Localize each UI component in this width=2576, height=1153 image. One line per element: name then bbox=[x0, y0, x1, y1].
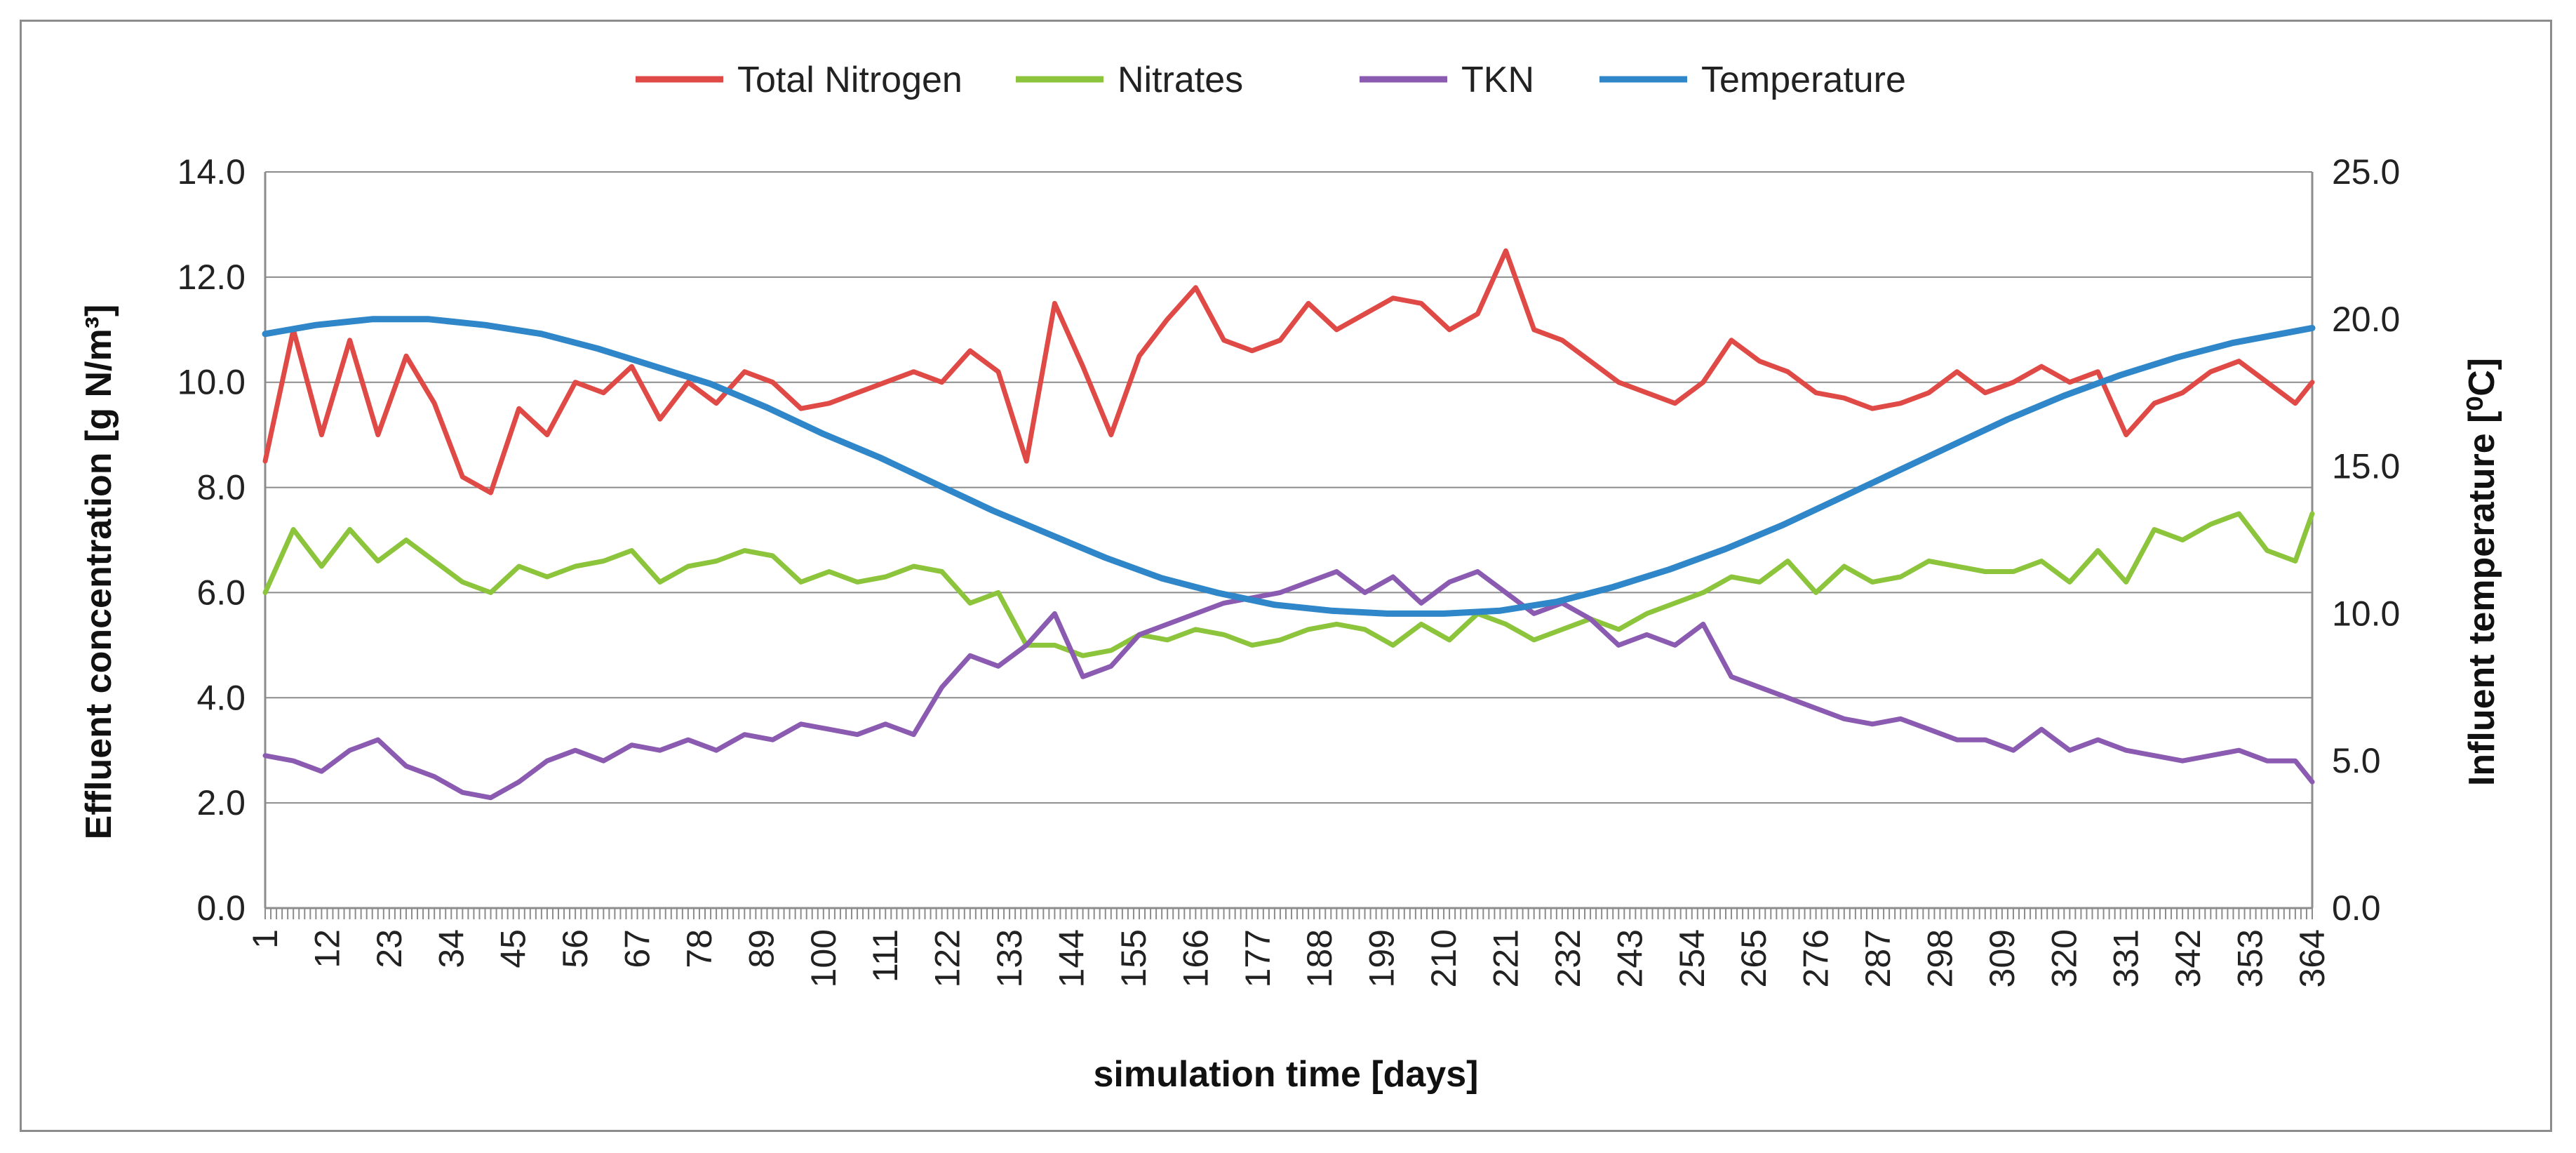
y-left-tick-label: 12.0 bbox=[177, 258, 246, 297]
series-line-total-nitrogen bbox=[262, 248, 2315, 495]
x-axis-title: simulation time [days] bbox=[1094, 1054, 1479, 1095]
y-right-tick-label: 0.0 bbox=[2332, 888, 2381, 928]
x-tick-label: 89 bbox=[742, 929, 781, 968]
series-line-nitrates bbox=[262, 511, 2315, 658]
x-tick-label: 122 bbox=[928, 929, 967, 987]
x-tick-label: 342 bbox=[2168, 929, 2208, 987]
x-tick-label: 364 bbox=[2293, 929, 2332, 987]
x-tick-label: 67 bbox=[618, 929, 657, 968]
legend-label-nitrates: Nitrates bbox=[1118, 60, 1243, 100]
grid-lines bbox=[265, 171, 2312, 804]
legend-label-total-nitrogen: Total Nitrogen bbox=[737, 60, 962, 100]
x-tick-label: 144 bbox=[1052, 929, 1092, 987]
series-line-temperature bbox=[262, 316, 2316, 617]
y-left-tick-label: 14.0 bbox=[177, 152, 246, 192]
y-axis-left-ticks: 0.0 2.0 4.0 6.0 8.0 10.0 12.0 14.0 bbox=[177, 152, 246, 928]
y-left-tick-label: 4.0 bbox=[196, 678, 246, 717]
x-tick-label: 309 bbox=[1983, 929, 2022, 987]
x-tick-label: 23 bbox=[370, 929, 409, 968]
x-tick-label: 133 bbox=[990, 929, 1029, 987]
x-tick-label: 320 bbox=[2044, 929, 2084, 987]
x-tick-label: 155 bbox=[1114, 929, 1153, 987]
x-tick-label: 1 bbox=[246, 929, 285, 949]
y-axis-right-ticks: 0.0 5.0 10.0 15.0 20.0 25.0 bbox=[2332, 152, 2400, 928]
y-axis-right-title: Influent temperature [⁰C] bbox=[2462, 358, 2502, 786]
x-tick-label: 34 bbox=[431, 929, 471, 968]
x-tick-label: 166 bbox=[1176, 929, 1215, 987]
x-tick-label: 78 bbox=[680, 929, 719, 968]
x-tick-label: 45 bbox=[494, 929, 533, 968]
y-left-tick-label: 6.0 bbox=[196, 573, 246, 612]
legend-label-temperature: Temperature bbox=[1701, 60, 1906, 100]
y-right-tick-label: 20.0 bbox=[2332, 300, 2400, 339]
legend-label-tkn: TKN bbox=[1461, 60, 1534, 100]
x-tick-label: 111 bbox=[866, 929, 905, 982]
x-tick-label: 265 bbox=[1734, 929, 1773, 987]
x-axis-ticks: 1 12 23 34 45 56 67 78 89 100 111 122 133 144 155 166 17… bbox=[246, 908, 2332, 987]
x-tick-label: 177 bbox=[1238, 929, 1277, 987]
y-right-tick-label: 25.0 bbox=[2332, 152, 2400, 192]
series-layer bbox=[262, 248, 2316, 801]
x-tick-label: 210 bbox=[1424, 929, 1463, 987]
x-tick-label: 298 bbox=[1920, 929, 1959, 987]
x-tick-label: 232 bbox=[1548, 929, 1588, 987]
axes bbox=[264, 172, 2314, 909]
y-left-tick-label: 10.0 bbox=[177, 363, 246, 402]
x-tick-label: 199 bbox=[1362, 929, 1402, 987]
y-right-tick-label: 15.0 bbox=[2332, 447, 2400, 486]
x-tick-label: 243 bbox=[1610, 929, 1649, 987]
y-right-tick-label: 5.0 bbox=[2332, 741, 2381, 780]
series-line-tkn bbox=[262, 569, 2315, 801]
x-tick-label: 188 bbox=[1300, 929, 1339, 987]
x-tick-label: 56 bbox=[556, 929, 595, 968]
x-tick-label: 331 bbox=[2107, 929, 2146, 987]
legend: Total Nitrogen Nitrates TKN Temperature bbox=[636, 60, 1906, 100]
y-left-tick-label: 0.0 bbox=[196, 888, 246, 928]
x-tick-label: 100 bbox=[804, 929, 843, 987]
x-tick-label: 353 bbox=[2231, 929, 2270, 987]
y-left-tick-label: 2.0 bbox=[196, 783, 246, 822]
x-tick-label: 12 bbox=[307, 929, 347, 968]
y-right-tick-label: 10.0 bbox=[2332, 594, 2400, 633]
y-left-tick-label: 8.0 bbox=[196, 468, 246, 507]
x-tick-label: 254 bbox=[1672, 929, 1712, 987]
x-tick-label: 221 bbox=[1486, 929, 1525, 987]
x-tick-label: 287 bbox=[1858, 929, 1898, 987]
x-tick-label: 276 bbox=[1797, 929, 1836, 987]
y-axis-left-title: Effluent concentration [g N/m³] bbox=[79, 305, 119, 840]
